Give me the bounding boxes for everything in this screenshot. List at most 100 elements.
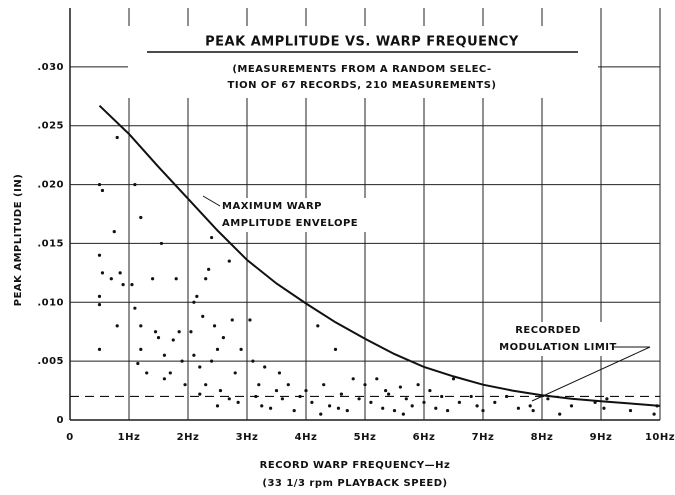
data-point: [248, 318, 252, 322]
data-point: [192, 300, 196, 304]
data-point: [351, 377, 355, 381]
data-point: [115, 324, 119, 328]
x-tick-label: 0: [66, 432, 73, 443]
annotation: AMPLITUDE ENVELOPE: [222, 218, 358, 229]
data-point: [201, 314, 205, 319]
annotation: MAXIMUM WARP: [222, 201, 322, 212]
data-point: [319, 412, 323, 416]
data-point: [410, 404, 414, 408]
data-point: [593, 400, 597, 404]
data-point: [159, 241, 164, 246]
data-point: [516, 406, 521, 410]
data-point: [239, 347, 243, 351]
data-point: [375, 377, 379, 381]
data-point: [528, 404, 532, 408]
data-point: [316, 324, 320, 328]
data-point: [233, 371, 237, 375]
data-point: [227, 259, 231, 263]
data-point: [133, 306, 137, 310]
y-tick-label: .030: [37, 62, 64, 73]
data-point: [139, 324, 143, 328]
data-point: [221, 336, 225, 340]
annotation: RECORDED: [515, 325, 581, 336]
data-point: [602, 406, 606, 410]
x-axis-label: (33 1/3 rpm PLAYBACK SPEED): [262, 478, 447, 489]
data-point: [151, 277, 155, 281]
data-point: [493, 400, 497, 404]
data-point: [422, 400, 426, 404]
data-point: [171, 338, 175, 342]
data-point: [277, 371, 282, 375]
data-point: [336, 406, 341, 410]
data-point: [130, 283, 134, 287]
annotation: MODULATION LIMIT: [499, 342, 617, 353]
x-tick-label: 1Hz: [118, 432, 141, 443]
data-point: [254, 394, 258, 399]
data-point: [162, 377, 166, 381]
data-point: [280, 397, 284, 401]
data-point: [392, 408, 397, 413]
x-axis-label: RECORD WARP FREQUENCY—Hz: [260, 460, 451, 471]
data-point: [269, 406, 273, 410]
data-point: [118, 271, 122, 275]
data-point: [198, 392, 202, 396]
data-point: [322, 383, 326, 387]
data-point: [457, 400, 461, 404]
data-point: [310, 400, 314, 404]
annotation-box: [505, 322, 635, 356]
data-point: [381, 406, 385, 410]
data-point: [475, 404, 479, 408]
y-tick-label: .010: [37, 297, 64, 308]
data-point: [210, 235, 214, 240]
data-point: [605, 397, 609, 401]
data-point: [401, 412, 405, 416]
data-point: [218, 388, 223, 393]
data-point: [133, 182, 137, 187]
data-point: [274, 388, 279, 393]
annotation-box: [218, 198, 368, 232]
envelope-curve: [98, 104, 661, 407]
y-tick-label: 0: [57, 415, 64, 426]
data-point: [292, 408, 296, 413]
data-point: [236, 400, 240, 404]
data-point: [153, 330, 158, 334]
data-point: [227, 397, 231, 401]
data-point: [100, 188, 105, 193]
x-tick-label: 10Hz: [645, 432, 675, 443]
subtitle: TION OF 67 RECORDS, 210 MEASUREMENTS): [228, 80, 497, 91]
chart-title: PEAK AMPLITUDE VS. WARP FREQUENCY: [205, 35, 519, 50]
data-point: [215, 404, 220, 408]
data-point: [398, 385, 402, 389]
data-point: [531, 408, 535, 413]
data-point: [97, 294, 102, 298]
data-point: [298, 394, 302, 399]
data-point: [260, 404, 264, 408]
data-point: [204, 277, 208, 281]
data-point: [628, 408, 633, 413]
data-point: [109, 277, 113, 281]
data-point: [180, 359, 184, 363]
data-point: [100, 271, 105, 275]
data-point: [192, 353, 196, 357]
data-point: [183, 383, 187, 387]
data-point: [136, 361, 140, 366]
data-point: [546, 397, 550, 401]
data-point: [112, 230, 116, 234]
data-point: [434, 406, 438, 410]
data-point: [363, 383, 367, 387]
data-point: [210, 359, 214, 363]
data-point: [387, 392, 391, 396]
data-point: [369, 400, 373, 404]
y-tick-label: .005: [37, 356, 64, 367]
data-point: [212, 324, 217, 328]
y-tick-label: .020: [37, 180, 64, 191]
x-tick-label: 2Hz: [177, 432, 200, 443]
annotation-arrow: [531, 346, 651, 402]
title-box: [128, 26, 598, 98]
data-point: [328, 404, 332, 408]
x-tick-label: 9Hz: [590, 432, 613, 443]
data-point: [97, 347, 102, 351]
data-point: [652, 412, 656, 416]
data-point: [569, 404, 574, 408]
data-point: [446, 408, 450, 413]
